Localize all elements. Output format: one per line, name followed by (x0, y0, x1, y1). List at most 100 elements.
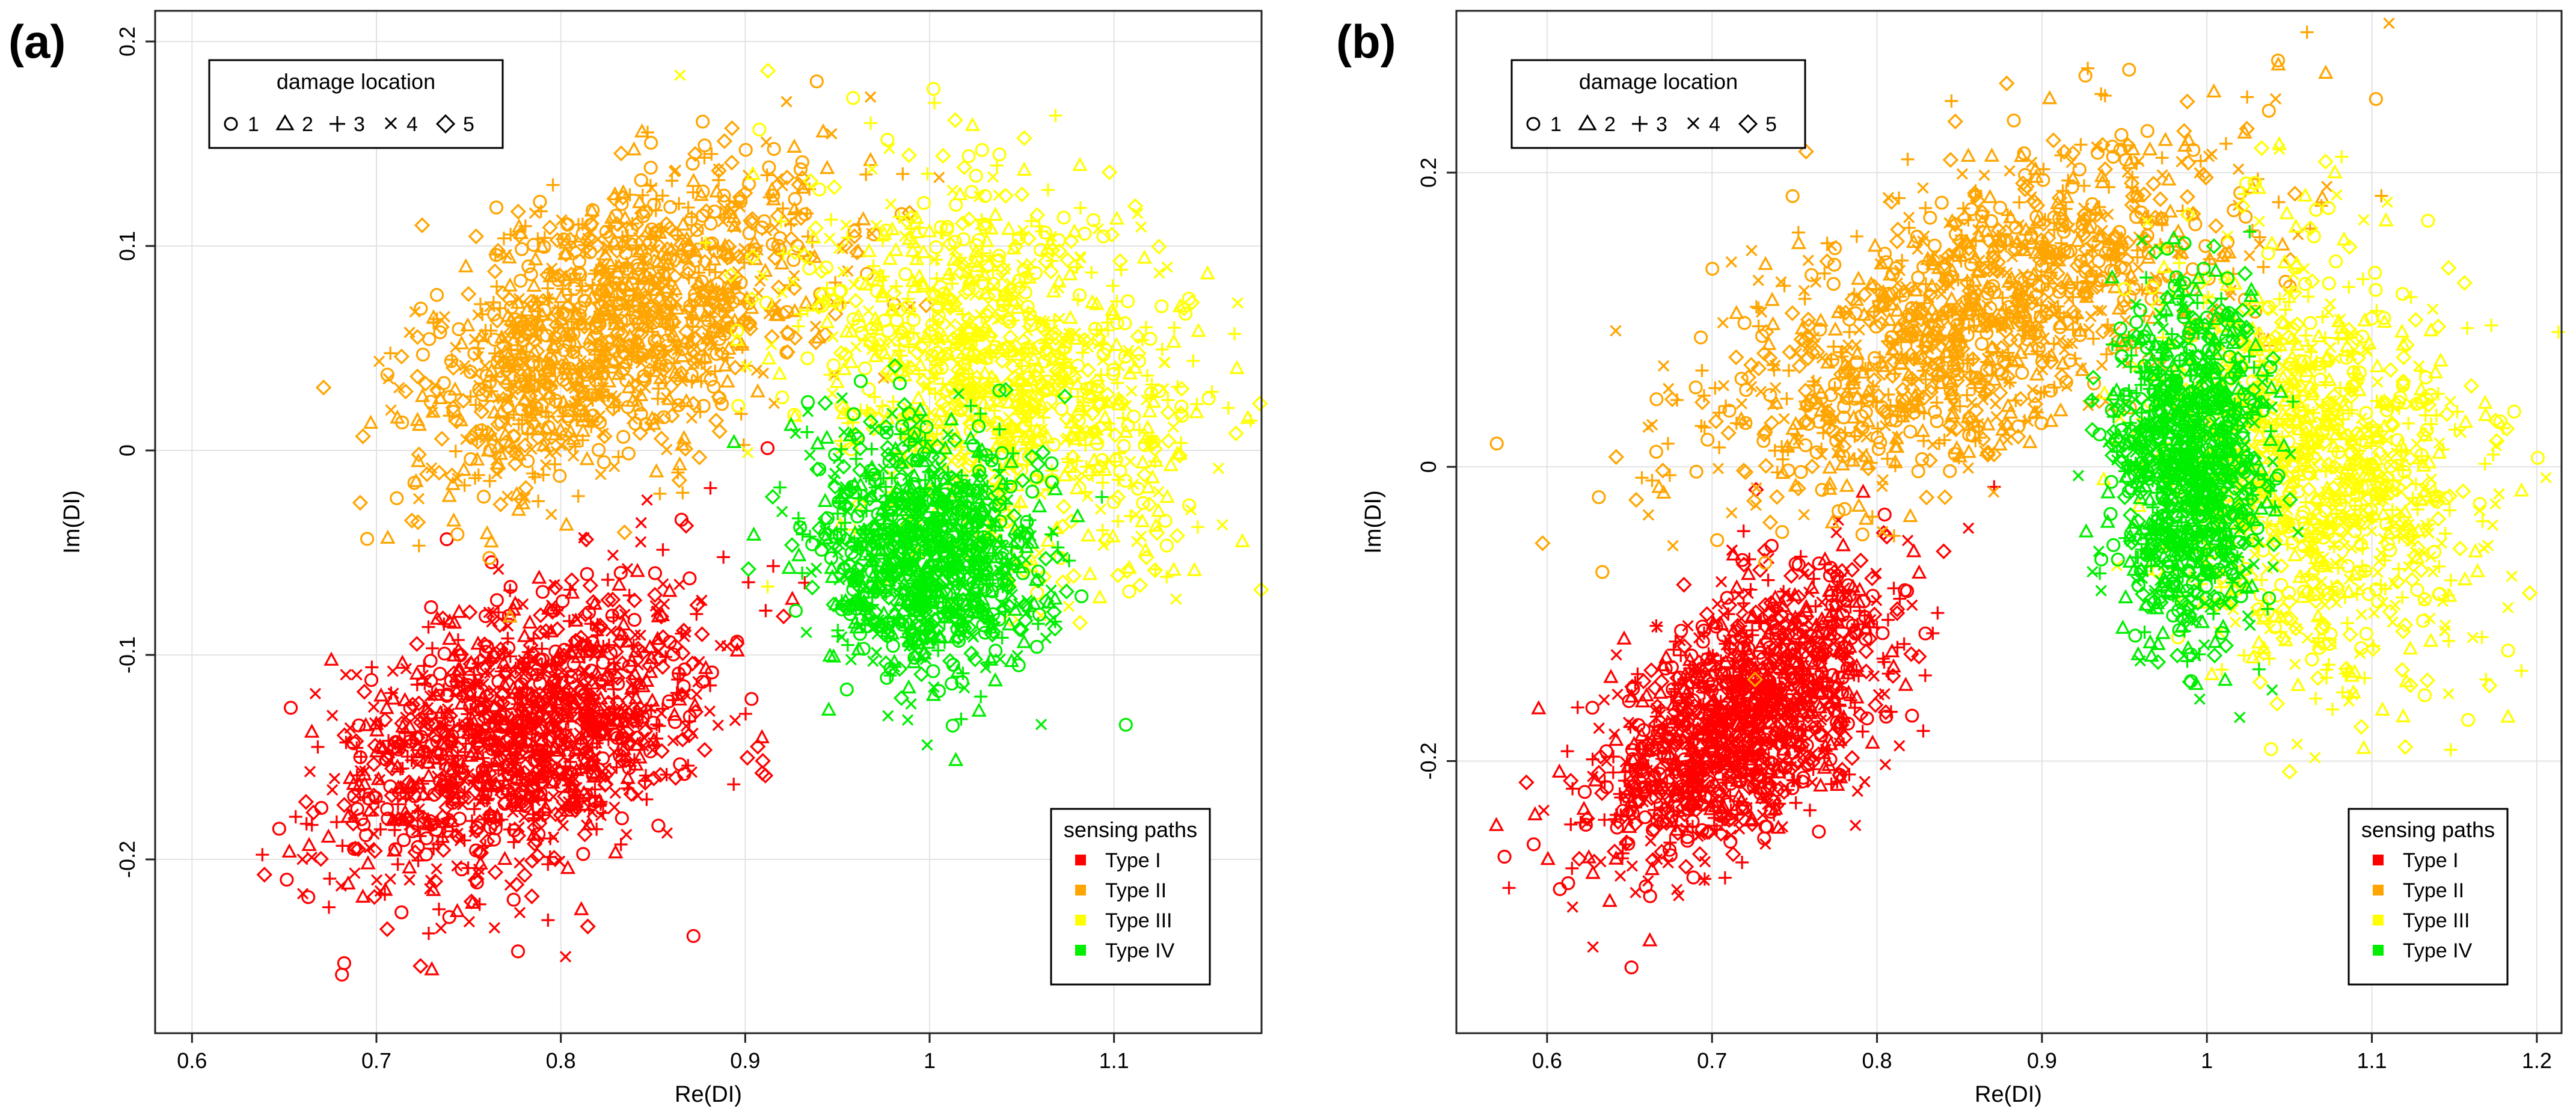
point-circle (527, 754, 542, 768)
point-triangle (498, 775, 514, 790)
point-diamond (595, 722, 612, 738)
point-circle (487, 333, 502, 347)
point-triangle (726, 434, 742, 448)
point-triangle (787, 201, 802, 215)
point-cross (443, 707, 455, 720)
point-triangle (482, 805, 498, 820)
point-triangle (643, 663, 658, 678)
point-diamond (517, 764, 533, 781)
point-triangle (444, 812, 460, 828)
legend-title: damage location (277, 69, 435, 94)
point-diamond (511, 227, 527, 244)
point-diamond (606, 660, 622, 677)
point-diamond (556, 788, 573, 805)
point-plus (1205, 385, 1219, 399)
point-diamond (711, 162, 727, 179)
point-plus (974, 690, 988, 704)
point-cross (349, 867, 361, 879)
point-cross (514, 857, 526, 869)
point-diamond (414, 217, 431, 233)
point-cross (840, 219, 852, 231)
point-cross (1130, 509, 1142, 521)
point-cross (403, 874, 416, 886)
point-diamond (623, 786, 640, 802)
point-circle (663, 200, 678, 214)
point-cross (588, 650, 600, 662)
point-diamond (517, 796, 533, 813)
point-diamond (553, 807, 569, 823)
point-circle (354, 812, 369, 826)
point-circle (744, 692, 759, 706)
point-diamond (336, 797, 352, 813)
point-diamond (486, 263, 503, 280)
point-triangle (672, 456, 688, 471)
point-plus (1047, 314, 1061, 328)
point-triangle (424, 961, 440, 975)
point-diamond (677, 441, 694, 457)
point-circle (380, 802, 394, 817)
point-circle (280, 873, 294, 887)
point-plus (410, 678, 424, 692)
point-triangle (611, 576, 627, 591)
point-triangle (681, 238, 697, 252)
point-diamond (759, 63, 776, 79)
point-plus (955, 307, 969, 321)
point-diamond (487, 864, 504, 880)
point-circle (578, 293, 592, 308)
point-diamond (508, 723, 525, 740)
point-triangle (410, 453, 426, 467)
point-triangle (441, 488, 457, 502)
point-triangle (909, 251, 925, 265)
point-triangle (1109, 337, 1124, 351)
point-cross (776, 180, 788, 192)
point-cross (529, 207, 541, 220)
point-diamond (1169, 527, 1186, 544)
point-cross (1040, 632, 1052, 644)
point-triangle (750, 383, 765, 398)
point-circle (643, 161, 658, 175)
point-cross (771, 173, 784, 185)
point-circle (767, 142, 781, 156)
point-triangle (397, 692, 413, 707)
point-circle (470, 820, 484, 835)
point-triangle (592, 793, 607, 807)
point-triangle (645, 692, 660, 707)
point-plus (704, 678, 717, 692)
point-cross (456, 722, 468, 734)
point-diamond (408, 636, 425, 653)
point-diamond (918, 297, 934, 313)
point-circle (489, 200, 504, 215)
point-cross (524, 774, 536, 787)
point-triangle (579, 450, 595, 465)
point-plus (495, 812, 509, 826)
point-plus (626, 685, 640, 699)
point-circle (805, 537, 820, 551)
point-diamond (559, 691, 575, 707)
point-plus (800, 425, 814, 439)
point-plus (1096, 476, 1109, 490)
point-circle (1126, 410, 1141, 424)
point-circle (846, 91, 860, 105)
point-plus (1085, 266, 1099, 280)
point-cross (608, 746, 621, 758)
point-diamond (740, 561, 757, 577)
point-triangle (687, 696, 703, 711)
point-circle (569, 634, 583, 649)
point-plus (580, 722, 594, 736)
point-triangle (964, 117, 981, 131)
point-triangle (360, 855, 376, 870)
point-plus (930, 253, 943, 266)
point-cross (1161, 261, 1173, 273)
point-diamond (691, 449, 708, 465)
point-triangle (653, 370, 669, 384)
point-circle (497, 796, 512, 811)
point-cross (826, 387, 838, 400)
point-plus (759, 604, 773, 618)
point-plus (889, 280, 903, 293)
point-diamond (1112, 253, 1129, 269)
point-circle (992, 147, 1007, 162)
point-plus (627, 639, 640, 653)
point-triangle (444, 779, 460, 794)
point-plus (477, 812, 491, 826)
point-circle (515, 242, 529, 256)
